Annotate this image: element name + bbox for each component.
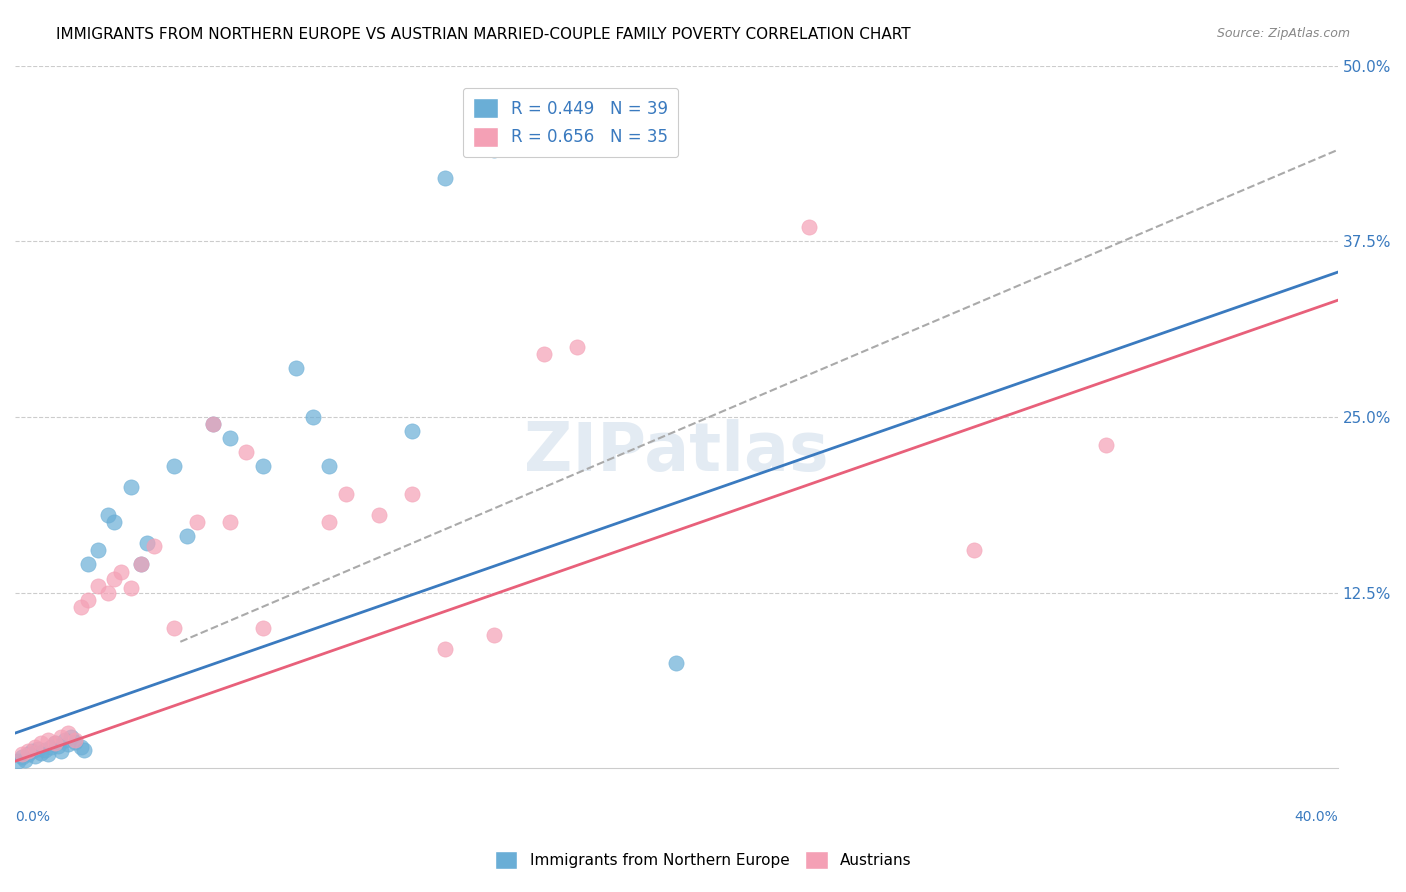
Point xyxy=(27,741,49,756)
Point xyxy=(37,733,59,747)
Point xyxy=(76,558,98,572)
Point xyxy=(433,171,456,186)
Point xyxy=(1095,438,1118,452)
Point xyxy=(120,480,142,494)
Point xyxy=(186,516,208,530)
Point xyxy=(51,731,73,745)
Point xyxy=(76,592,98,607)
Point xyxy=(484,143,506,157)
Point xyxy=(63,734,86,748)
Legend: Immigrants from Northern Europe, Austrians: Immigrants from Northern Europe, Austria… xyxy=(488,845,918,875)
Point xyxy=(56,726,79,740)
Point xyxy=(37,747,59,762)
Point xyxy=(97,508,120,523)
Point xyxy=(565,340,588,354)
Point xyxy=(301,409,323,424)
Point xyxy=(163,459,186,474)
Point xyxy=(963,543,986,558)
Point xyxy=(401,487,423,501)
Point xyxy=(136,536,159,550)
Text: 0.0%: 0.0% xyxy=(15,811,51,824)
Point xyxy=(129,558,152,572)
Point xyxy=(51,744,73,758)
Point xyxy=(129,558,152,572)
Point xyxy=(86,578,108,592)
Point xyxy=(34,743,56,757)
Point xyxy=(665,656,688,670)
Point xyxy=(401,424,423,438)
Point xyxy=(484,628,506,642)
Point xyxy=(17,747,39,762)
Point xyxy=(235,445,257,459)
Point xyxy=(285,360,308,375)
Point xyxy=(56,738,79,752)
Point xyxy=(30,746,52,760)
Point xyxy=(110,565,132,579)
Point xyxy=(41,740,63,755)
Point xyxy=(433,641,456,656)
Point xyxy=(14,753,37,767)
Point xyxy=(367,508,389,523)
Point xyxy=(533,347,555,361)
Point xyxy=(318,516,340,530)
Point xyxy=(335,487,357,501)
Legend: R = 0.449   N = 39, R = 0.656   N = 35: R = 0.449 N = 39, R = 0.656 N = 35 xyxy=(463,88,678,157)
Point xyxy=(30,736,52,750)
Point xyxy=(103,572,125,586)
Point xyxy=(797,220,820,235)
Point xyxy=(318,459,340,474)
Point xyxy=(46,739,69,753)
Point xyxy=(103,516,125,530)
Text: Source: ZipAtlas.com: Source: ZipAtlas.com xyxy=(1216,27,1350,40)
Point xyxy=(20,744,42,758)
Point xyxy=(44,736,66,750)
Point xyxy=(176,529,198,543)
Point xyxy=(142,539,165,553)
Point xyxy=(24,740,46,755)
Point xyxy=(17,744,39,758)
Point xyxy=(86,543,108,558)
Point xyxy=(252,459,274,474)
Point xyxy=(44,736,66,750)
Point xyxy=(10,750,32,764)
Point xyxy=(163,621,186,635)
Point xyxy=(63,733,86,747)
Text: 40.0%: 40.0% xyxy=(1294,811,1337,824)
Point xyxy=(97,585,120,599)
Point xyxy=(219,431,242,445)
Point xyxy=(73,743,96,757)
Point xyxy=(202,417,225,431)
Point xyxy=(7,754,30,768)
Point xyxy=(120,582,142,596)
Point xyxy=(202,417,225,431)
Point xyxy=(53,733,76,747)
Point xyxy=(219,516,242,530)
Point xyxy=(60,731,83,745)
Point xyxy=(70,599,93,614)
Point xyxy=(70,740,93,755)
Text: ZIPatlas: ZIPatlas xyxy=(524,419,828,485)
Point xyxy=(10,747,32,762)
Text: IMMIGRANTS FROM NORTHERN EUROPE VS AUSTRIAN MARRIED-COUPLE FAMILY POVERTY CORREL: IMMIGRANTS FROM NORTHERN EUROPE VS AUSTR… xyxy=(56,27,911,42)
Point xyxy=(252,621,274,635)
Point xyxy=(24,748,46,763)
